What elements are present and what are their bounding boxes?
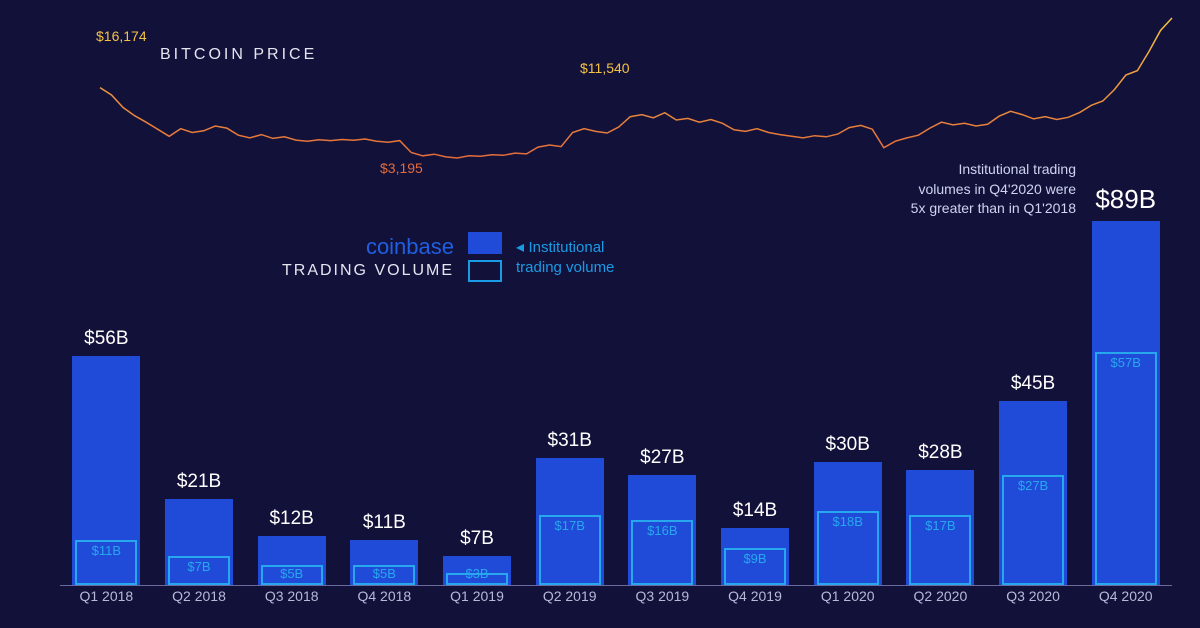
bar-slot: $28B $17B <box>894 222 987 585</box>
x-axis-label: Q3 2018 <box>245 588 338 608</box>
x-axis-label: Q4 2019 <box>709 588 802 608</box>
bitcoin-title: BITCOIN PRICE <box>160 46 317 64</box>
x-axis-label: Q2 2020 <box>894 588 987 608</box>
bar-total-label: $31B <box>536 430 604 452</box>
x-axis-label: Q1 2018 <box>60 588 153 608</box>
bar-slot: $11B $5B <box>338 222 431 585</box>
bar-slot: $21B $7B <box>153 222 246 585</box>
bar-total-label: $89B <box>1092 184 1160 215</box>
x-axis-label: Q3 2019 <box>616 588 709 608</box>
bar-institutional-label: $18B <box>814 514 882 529</box>
bar-institutional <box>1095 352 1157 585</box>
bar-slot: $12B $5B <box>245 222 338 585</box>
bitcoin-mid-label: $11,540 <box>580 60 630 76</box>
bar-institutional-label: $3B <box>443 566 511 581</box>
x-axis-label: Q2 2019 <box>523 588 616 608</box>
bar-institutional-label: $16B <box>628 523 696 538</box>
bar-institutional-label: $17B <box>906 518 974 533</box>
x-axis-labels: Q1 2018Q2 2018Q3 2018Q4 2018Q1 2019Q2 20… <box>60 588 1172 608</box>
bar-total-label: $12B <box>258 508 326 530</box>
annotation-text: Institutional tradingvolumes in Q4'2020 … <box>911 160 1076 219</box>
bar-total-label: $11B <box>350 512 418 534</box>
bar-slot: $31B $17B <box>523 222 616 585</box>
x-axis-label: Q2 2018 <box>153 588 246 608</box>
bitcoin-high-label: $16,174 <box>96 28 147 44</box>
bar-institutional-label: $57B <box>1092 355 1160 370</box>
bar-institutional-label: $17B <box>536 518 604 533</box>
x-axis-label: Q4 2020 <box>1079 588 1172 608</box>
bitcoin-low-label: $3,195 <box>380 160 423 176</box>
bar-institutional-label: $7B <box>165 559 233 574</box>
x-axis-label: Q1 2020 <box>801 588 894 608</box>
x-axis-label: Q1 2019 <box>431 588 524 608</box>
bar-slot: $27B $16B <box>616 222 709 585</box>
bar-slot: $56B $11B <box>60 222 153 585</box>
bar-total-label: $30B <box>814 434 882 456</box>
bar-total-label: $14B <box>721 500 789 522</box>
bar-total-label: $7B <box>443 528 511 550</box>
bar-chart: $56B$11B$21B$7B$12B$5B$11B$5B$7B$3B$31B$… <box>60 222 1172 586</box>
bar-total-label: $56B <box>72 328 140 350</box>
x-axis-label: Q3 2020 <box>987 588 1080 608</box>
bar-total-label: $27B <box>628 447 696 469</box>
bar-slot: $7B $3B <box>431 222 524 585</box>
bar-institutional-label: $27B <box>999 478 1067 493</box>
bar-total-label: $21B <box>165 471 233 493</box>
chart-container: $16,174 BITCOIN PRICE $3,195 $11,540 Ins… <box>60 0 1172 608</box>
bar-institutional-label: $5B <box>350 566 418 581</box>
bar-total-label: $28B <box>906 442 974 464</box>
bar-institutional-label: $5B <box>258 566 326 581</box>
bar-slot: $89B$57B <box>1079 222 1172 585</box>
x-axis-label: Q4 2018 <box>338 588 431 608</box>
bar-slot: $30B $18B <box>801 222 894 585</box>
bar-slot: $14B $9B <box>709 222 802 585</box>
bar-institutional-label: $11B <box>72 543 140 558</box>
bar-slot: $45B $27B <box>987 222 1080 585</box>
bar-total-label: $45B <box>999 373 1067 395</box>
bar-institutional-label: $9B <box>721 551 789 566</box>
